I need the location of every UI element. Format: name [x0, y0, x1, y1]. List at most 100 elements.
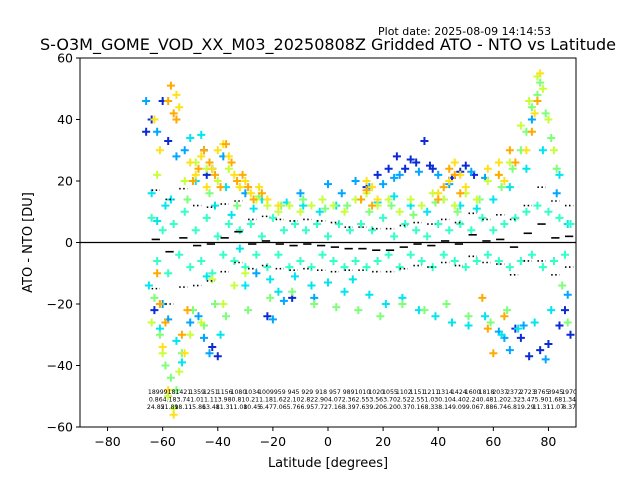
bin-std-label-26: 6.81 — [507, 404, 521, 411]
scatter-point-0-13 — [384, 164, 393, 173]
scatter-point-3-66 — [511, 213, 520, 222]
scatter-point-2-15 — [227, 210, 236, 219]
scatter-point-6-31 — [483, 164, 492, 173]
scatter-point-5-46 — [544, 115, 553, 124]
scatter-point-1-1 — [153, 127, 162, 136]
scatter-point-4-38 — [508, 164, 517, 173]
bin-count-label-6: 1080 — [231, 389, 247, 396]
scatter-point-0-1 — [150, 306, 159, 315]
bin-std-label-25: 6.74 — [493, 404, 507, 411]
y-tick-label-4: 20 — [57, 174, 73, 189]
scatter-point-3-4 — [169, 220, 178, 229]
scatter-point-7-5 — [169, 109, 178, 118]
bin-std-label-9: 7.06 — [273, 404, 287, 411]
bin-mean-label-29: 1.68 — [548, 397, 562, 404]
scatter-point-4-2 — [161, 361, 170, 370]
scatter-point-7-25 — [434, 195, 443, 204]
scatter-point-1-18 — [324, 180, 332, 189]
bin-count-label-21: 1314 — [437, 389, 453, 396]
scatter-point-3-25 — [285, 263, 294, 272]
bin-std-label-27: 9.29 — [521, 404, 535, 411]
scatter-point-7-26 — [439, 183, 448, 192]
scatter-point-3-33 — [329, 256, 338, 265]
scatter-point-0-4 — [164, 137, 173, 146]
scatter-point-7-19 — [244, 183, 253, 192]
bin-mean-label-20: 1.03 — [424, 397, 438, 404]
scatter-point-3-16 — [235, 226, 244, 235]
scatter-point-6-27 — [445, 177, 454, 185]
scatter-point-4-35 — [486, 318, 495, 327]
scatter-point-4-20 — [321, 204, 330, 213]
scatter-point-4-12 — [233, 201, 242, 210]
scatter-point-5-33 — [417, 201, 426, 210]
bin-std-label-23: 9.06 — [466, 404, 480, 411]
scatter-point-3-47 — [406, 250, 415, 259]
scatter-point-4-4 — [172, 386, 181, 395]
bin-std-label-29: 11.07 — [546, 404, 564, 411]
scatter-point-7-28 — [450, 170, 459, 179]
bin-mean-label-3: 1.01 — [190, 397, 204, 404]
scatter-point-2-32 — [365, 290, 374, 299]
scatter-point-7-29 — [456, 189, 465, 198]
bin-std-label-1: 21.89 — [161, 404, 179, 411]
scatter-point-7-34 — [500, 312, 509, 321]
scatter-point-3-10 — [202, 213, 211, 222]
scatter-point-5-45 — [538, 84, 547, 93]
bin-count-label-19: 1151 — [410, 389, 426, 396]
x-axis-label: Latitude [degrees] — [268, 456, 388, 471]
scatter-point-5-32 — [406, 195, 415, 204]
bin-std-label-19: 0.16 — [411, 404, 425, 411]
scatter-point-3-0 — [147, 213, 156, 222]
scatter-point-4-17 — [288, 287, 297, 296]
scatter-point-3-55 — [450, 256, 459, 265]
scatter-point-7-24 — [368, 201, 377, 210]
scatter-point-3-9 — [197, 256, 206, 265]
scatter-point-1-15 — [279, 296, 288, 305]
y-axis-label: ATO - NTO [DU] — [21, 192, 36, 293]
scatter-point-2-1 — [147, 189, 156, 198]
scatter-point-7-10 — [194, 164, 203, 173]
scatter-point-3-14 — [224, 220, 233, 229]
bin-mean-label-11: 2.82 — [300, 397, 314, 404]
scatter-point-5-30 — [384, 195, 393, 204]
scatter-point-2-47 — [489, 195, 498, 204]
bin-std-label-7: 10.45 — [243, 404, 261, 411]
scatter-point-6-33 — [500, 177, 509, 185]
scatter-point-3-52 — [434, 220, 443, 229]
bin-count-label-16: 1020 — [368, 389, 384, 396]
scatter-point-3-8 — [191, 226, 200, 235]
scatter-point-7-3 — [164, 97, 173, 106]
scatter-point-1-0 — [142, 97, 151, 106]
bin-mean-label-2: 3.74 — [176, 397, 190, 404]
bin-mean-label-27: 3.47 — [521, 397, 535, 404]
scatter-point-2-4 — [161, 201, 170, 210]
scatter-layer — [142, 69, 575, 419]
scatter-point-2-49 — [505, 183, 514, 192]
bin-mean-label-17: 3.70 — [383, 397, 397, 404]
scatter-point-1-16 — [296, 189, 305, 198]
bin-lines-layer — [151, 186, 574, 305]
scatter-point-4-32 — [453, 207, 462, 216]
scatter-point-0-12 — [373, 170, 382, 179]
scatter-point-7-8 — [183, 306, 192, 315]
scatter-point-2-17 — [241, 281, 250, 290]
bin-count-label-10: 945 — [288, 389, 300, 396]
bin-count-label-3: 1359 — [189, 389, 205, 396]
bin-count-label-22: 1424 — [451, 389, 467, 396]
bin-std-label-17: 6.20 — [383, 404, 397, 411]
scatter-point-1-32 — [505, 346, 514, 355]
scatter-point-7-15 — [222, 140, 231, 149]
scatter-point-4-19 — [310, 300, 319, 308]
scatter-point-3-15 — [230, 256, 239, 265]
bin-count-label-27: 2723 — [520, 389, 536, 396]
scatter-point-6-36 — [536, 69, 545, 78]
scatter-point-1-36 — [552, 189, 561, 198]
scatter-point-7-38 — [533, 97, 542, 106]
scatter-point-4-27 — [398, 300, 407, 308]
scatter-point-3-19 — [252, 250, 261, 259]
scatter-point-6-0 — [150, 115, 159, 124]
scatter-point-0-29 — [544, 339, 553, 348]
bin-mean-label-6: 0.81 — [232, 397, 246, 404]
scatter-point-6-32 — [494, 158, 503, 167]
scatter-point-3-23 — [274, 250, 283, 259]
